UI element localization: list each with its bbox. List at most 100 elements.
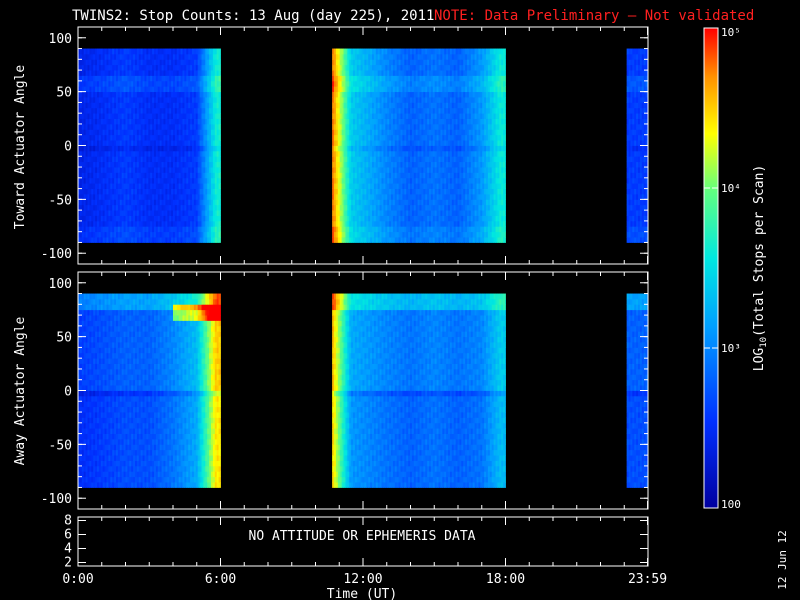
heatmap-cell <box>171 199 174 206</box>
heatmap-cell <box>448 113 451 119</box>
heatmap-cell <box>334 97 337 103</box>
heatmap-cell <box>392 129 396 136</box>
heatmap-cell <box>413 107 417 114</box>
heatmap-cell <box>444 210 447 216</box>
heatmap-cell <box>360 237 363 243</box>
heatmap-cell <box>150 167 153 173</box>
heatmap-cell <box>387 75 390 82</box>
heatmap-cell <box>370 215 373 222</box>
heatmap-cell <box>421 91 424 98</box>
heatmap-cell <box>95 70 98 76</box>
heatmap-cell <box>356 123 360 130</box>
heatmap-cell <box>444 123 447 130</box>
heatmap-cell <box>188 123 191 130</box>
heatmap-cell <box>417 53 420 60</box>
heatmap-cell <box>102 237 105 243</box>
heatmap-cell <box>161 199 164 206</box>
heatmap-cell <box>138 134 142 141</box>
heatmap-cell <box>165 118 168 125</box>
heatmap-cell <box>176 231 180 238</box>
heatmap-cell <box>114 123 117 130</box>
heatmap-cell <box>436 150 439 157</box>
heatmap-cell <box>108 231 111 238</box>
heatmap-cell <box>432 204 436 211</box>
heatmap-cell <box>155 172 159 179</box>
heatmap-cell <box>356 231 360 238</box>
heatmap-cell <box>112 237 115 243</box>
heatmap-cell <box>341 123 344 130</box>
heatmap-cell <box>144 59 147 66</box>
heatmap-cell <box>195 177 199 184</box>
heatmap-cell <box>176 80 180 87</box>
heatmap-cell <box>335 48 339 55</box>
heatmap-cell <box>408 134 411 141</box>
heatmap-cell <box>449 220 453 227</box>
heatmap-cell <box>391 59 394 66</box>
heatmap-cell <box>353 215 356 222</box>
heatmap-cell <box>192 97 195 103</box>
heatmap-cell <box>169 220 172 227</box>
heatmap-cell <box>438 237 441 243</box>
heatmap-cell <box>116 237 119 243</box>
heatmap-cell <box>421 48 424 55</box>
heatmap-cell <box>195 188 199 195</box>
heatmap-cell <box>108 145 111 152</box>
heatmap-cell <box>427 215 430 222</box>
heatmap-cell <box>337 97 341 103</box>
heatmap-cell <box>389 75 392 82</box>
heatmap-cell <box>119 48 123 55</box>
heatmap-cell <box>119 140 123 146</box>
heatmap-cell <box>381 107 384 114</box>
heatmap-cell <box>176 75 180 82</box>
heatmap-cell <box>332 123 335 130</box>
heatmap-cell <box>396 48 400 55</box>
heatmap-cell <box>425 91 428 98</box>
heatmap-cell <box>216 204 219 211</box>
heatmap-cell <box>436 188 439 195</box>
heatmap-cell <box>349 204 352 211</box>
heatmap-cell <box>358 48 362 55</box>
heatmap-cell <box>413 204 417 211</box>
heatmap-cell <box>180 215 183 222</box>
heatmap-cell <box>116 53 119 60</box>
heatmap-cell <box>406 134 409 141</box>
heatmap-cell <box>133 80 136 87</box>
heatmap-cell <box>184 220 187 227</box>
heatmap-cell <box>341 193 344 200</box>
heatmap-cell <box>392 113 396 119</box>
heatmap-cell <box>216 156 219 163</box>
heatmap-cell <box>448 48 451 55</box>
heatmap-cell <box>199 113 202 119</box>
heatmap-cell <box>381 231 384 238</box>
heatmap-cell <box>364 53 367 60</box>
heatmap-cell <box>165 167 168 173</box>
heatmap-cell <box>394 145 398 152</box>
heatmap-cell <box>421 80 424 87</box>
heatmap-cell <box>157 53 161 60</box>
heatmap-cell <box>201 199 204 206</box>
heatmap-cell <box>184 177 187 184</box>
heatmap-cell <box>379 210 382 216</box>
heatmap-cell <box>216 134 219 141</box>
heatmap-cell <box>212 107 216 114</box>
heatmap-cell <box>100 156 104 163</box>
heatmap-cell <box>199 48 202 55</box>
heatmap-cell <box>345 210 348 216</box>
heatmap-cell <box>351 86 354 93</box>
heatmap-cell <box>205 199 208 206</box>
heatmap-cell <box>451 210 455 216</box>
heatmap-cell <box>349 193 352 200</box>
heatmap-cell <box>334 183 337 189</box>
heatmap-cell <box>360 210 363 216</box>
heatmap-cell <box>167 156 170 163</box>
heatmap-cell <box>203 172 206 179</box>
heatmap-cell <box>389 177 392 184</box>
heatmap-cell <box>93 177 96 184</box>
heatmap-cell <box>104 118 107 125</box>
heatmap-cell <box>347 86 350 93</box>
heatmap-cell <box>410 145 413 152</box>
heatmap-cell <box>127 97 130 103</box>
heatmap-cell <box>392 172 396 179</box>
heatmap-cell <box>373 237 377 243</box>
heatmap-cell <box>430 161 434 168</box>
